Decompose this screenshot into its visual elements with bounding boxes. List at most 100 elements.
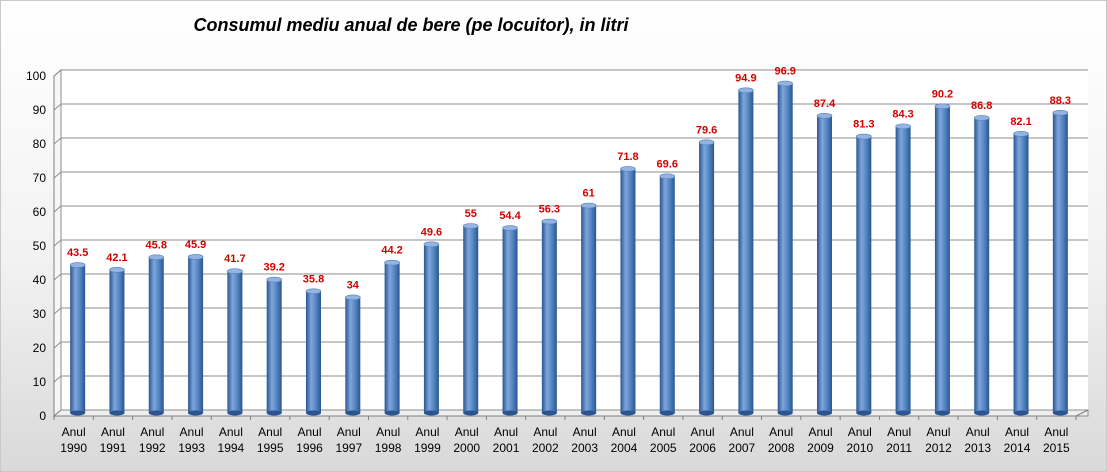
y-tick-label: 100 bbox=[26, 69, 46, 83]
bar-body bbox=[777, 83, 793, 413]
x-tick-label-line1: Anul bbox=[926, 425, 950, 439]
data-label: 49.6 bbox=[421, 226, 442, 238]
bar-base bbox=[463, 410, 479, 416]
x-tick-label-line2: 1999 bbox=[414, 441, 441, 455]
bar-body bbox=[738, 90, 754, 413]
data-label: 34 bbox=[347, 279, 360, 291]
bar bbox=[345, 294, 361, 416]
x-tick-label-line1: Anul bbox=[219, 425, 243, 439]
bar-base bbox=[620, 410, 636, 416]
gridline-side bbox=[53, 409, 62, 417]
bar-top bbox=[345, 294, 361, 301]
bar-base bbox=[699, 410, 715, 416]
y-tick-label: 60 bbox=[33, 205, 47, 219]
data-label: 55 bbox=[465, 208, 477, 220]
x-tick-label-line2: 2007 bbox=[729, 441, 756, 455]
bar bbox=[738, 87, 754, 416]
x-tick-label-line1: Anul bbox=[415, 425, 439, 439]
x-tick-label-line2: 2009 bbox=[807, 441, 834, 455]
bar bbox=[1052, 109, 1069, 416]
x-tick-label-line2: 2000 bbox=[453, 441, 480, 455]
bar-top bbox=[934, 103, 951, 110]
bar-body bbox=[895, 126, 911, 413]
x-tick-label-line1: Anul bbox=[651, 425, 675, 439]
y-tick-label: 90 bbox=[33, 103, 47, 117]
bar bbox=[1013, 131, 1029, 416]
x-tick-label-line1: Anul bbox=[494, 425, 518, 439]
bar bbox=[934, 103, 951, 416]
bar-top bbox=[462, 223, 479, 229]
bar-base bbox=[856, 410, 872, 416]
data-label: 81.3 bbox=[853, 119, 874, 131]
bar bbox=[148, 254, 165, 416]
x-tick-label-line1: Anul bbox=[101, 425, 125, 439]
bar bbox=[816, 113, 833, 416]
bar-base bbox=[1013, 410, 1029, 416]
x-tick-label-line1: Anul bbox=[376, 425, 400, 439]
x-tick-label-line1: Anul bbox=[297, 425, 321, 439]
data-label: 84.3 bbox=[892, 108, 913, 120]
bar bbox=[856, 133, 872, 416]
bar-base bbox=[423, 410, 439, 416]
bar-top bbox=[856, 133, 872, 140]
x-tick-label-line1: Anul bbox=[887, 425, 911, 439]
x-tick-label-line1: Anul bbox=[691, 425, 715, 439]
y-tick-label: 80 bbox=[33, 137, 47, 151]
bar-body bbox=[934, 106, 950, 413]
gridline-side bbox=[53, 171, 62, 179]
bar bbox=[973, 115, 990, 416]
x-tick-label-line2: 2008 bbox=[768, 441, 795, 455]
gridline-side bbox=[53, 375, 62, 383]
data-label: 45.8 bbox=[146, 239, 167, 251]
bar-top bbox=[305, 288, 322, 295]
x-tick-label-line1: Anul bbox=[62, 425, 86, 439]
bar-base bbox=[659, 410, 675, 416]
data-label: 96.9 bbox=[774, 66, 795, 78]
data-label: 44.2 bbox=[381, 245, 402, 257]
bar-body bbox=[109, 269, 125, 413]
bar bbox=[895, 123, 911, 416]
bar-base bbox=[581, 410, 597, 416]
x-tick-label-line2: 1991 bbox=[100, 441, 127, 455]
gridline-side bbox=[53, 137, 62, 145]
x-tick-label-line2: 1992 bbox=[139, 441, 166, 455]
x-tick-label-line1: Anul bbox=[769, 425, 793, 439]
bar-body bbox=[227, 271, 243, 413]
bar bbox=[227, 268, 243, 416]
x-tick-label-line2: 1995 bbox=[257, 441, 284, 455]
x-tick-label-line2: 1997 bbox=[335, 441, 362, 455]
bar-base bbox=[345, 410, 361, 416]
bar-top bbox=[266, 276, 282, 283]
x-tick-label-line2: 2003 bbox=[571, 441, 598, 455]
bar-body bbox=[581, 205, 597, 413]
x-tick-label-line2: 2010 bbox=[846, 441, 873, 455]
data-labels: 43.5 42.1 45.8 45.9 41.7 39.2 35.8 34 44.2 49.6 55… bbox=[67, 66, 1071, 292]
gridline-side bbox=[53, 205, 62, 213]
x-tick-label-line2: 2011 bbox=[886, 441, 912, 455]
x-tick-label-line1: Anul bbox=[808, 425, 832, 439]
bar-body bbox=[188, 256, 204, 413]
bar-top bbox=[187, 254, 204, 260]
data-label: 42.1 bbox=[106, 252, 127, 264]
data-label: 35.8 bbox=[303, 273, 324, 285]
bar-base bbox=[974, 410, 990, 416]
x-tick-label-line2: 2004 bbox=[611, 441, 638, 455]
bar bbox=[777, 80, 793, 416]
x-tick-label-line1: Anul bbox=[180, 425, 204, 439]
chart-title: Consumul mediu anual de bere (pe locuito… bbox=[193, 15, 629, 35]
bar-top bbox=[895, 123, 911, 130]
data-label: 61 bbox=[583, 188, 595, 200]
data-label: 87.4 bbox=[814, 98, 836, 110]
y-tick-label: 20 bbox=[33, 341, 47, 355]
gridline-side bbox=[53, 103, 62, 111]
x-tick-label-line2: 1993 bbox=[178, 441, 205, 455]
bar-body bbox=[266, 279, 282, 413]
bar-top bbox=[777, 80, 793, 87]
bar-body bbox=[70, 265, 86, 413]
bar-base bbox=[934, 410, 950, 416]
bar-top bbox=[659, 173, 676, 180]
bar-base bbox=[306, 410, 321, 416]
bar-body bbox=[974, 117, 990, 413]
bar-body bbox=[345, 297, 361, 413]
